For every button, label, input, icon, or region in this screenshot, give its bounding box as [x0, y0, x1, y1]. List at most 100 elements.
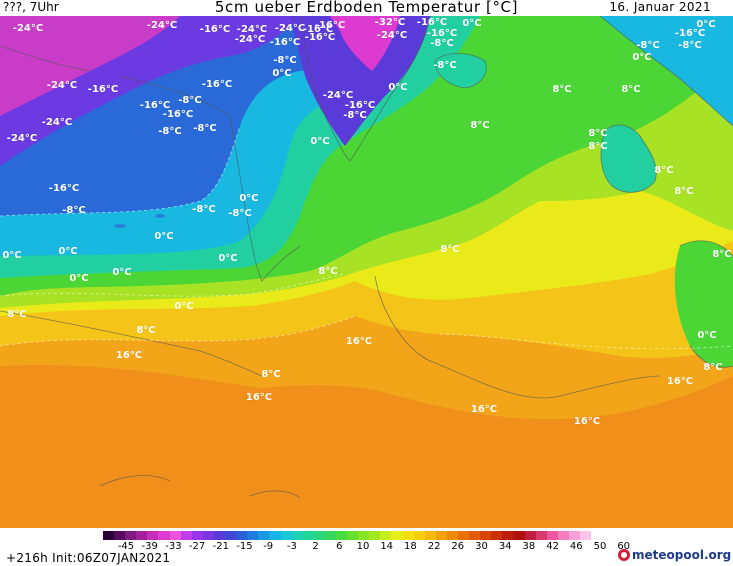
color-scale-tick-label: 26 — [451, 541, 465, 552]
color-scale-swatch — [591, 531, 603, 540]
color-scale-swatch — [158, 531, 170, 540]
temp-label: 0°C — [69, 273, 89, 284]
temp-label: 8°C — [7, 309, 27, 320]
temp-label: 16°C — [345, 336, 373, 347]
color-scale-bar — [103, 531, 603, 540]
temp-label: -16°C — [304, 32, 336, 43]
temp-label: 8°C — [552, 84, 572, 95]
temp-label: 0°C — [58, 246, 78, 257]
temp-label: 8°C — [621, 84, 641, 95]
color-scale-swatch — [435, 531, 447, 540]
temp-label: 8°C — [261, 369, 281, 380]
temp-label: 0°C — [632, 52, 652, 63]
temp-label: -24°C — [234, 34, 266, 45]
temp-label: -24°C — [12, 23, 44, 34]
temp-label: 16°C — [666, 376, 694, 387]
temp-label: -16°C — [674, 28, 706, 39]
color-scale-tick-label: -45 — [117, 541, 135, 552]
temp-label: -16°C — [48, 183, 80, 194]
temp-label: -16°C — [199, 24, 231, 35]
temp-label: 8°C — [588, 128, 608, 139]
color-scale-tick-label: -39 — [141, 541, 158, 552]
temp-label: -16°C — [87, 84, 119, 95]
color-scale-swatch — [491, 531, 503, 540]
color-scale-swatch — [169, 531, 181, 540]
temp-label: 16°C — [573, 416, 601, 427]
temp-label: -16°C — [162, 109, 194, 120]
temp-label: -24°C — [46, 80, 78, 91]
temp-label: -24°C — [6, 133, 38, 144]
color-scale-tick-label: 6 — [336, 541, 343, 552]
color-scale-swatch — [480, 531, 492, 540]
temp-label: -24°C — [376, 30, 408, 41]
temp-label: 0°C — [462, 18, 482, 29]
temp-label: 16°C — [470, 404, 498, 415]
color-scale-tick-label: 14 — [380, 541, 394, 552]
color-scale-tick-label: 18 — [404, 541, 417, 552]
color-scale-tick-label: -9 — [263, 541, 274, 552]
temp-label: 16°C — [245, 392, 273, 403]
color-scale-swatch — [225, 531, 237, 540]
temp-label: -16°C — [269, 37, 301, 48]
init-time: +216h Init:06Z07JAN2021 — [6, 551, 171, 565]
temp-label: 0°C — [112, 267, 132, 278]
footer: -45 -39 -33 -27 -21 -15 -9 -3 2 6 10 14 18 22 26 30 34 38… — [0, 528, 733, 566]
temp-label: 0°C — [174, 301, 194, 312]
temp-label: 0°C — [272, 68, 292, 79]
color-scale-swatch — [458, 531, 470, 540]
color-scale-swatch — [313, 531, 325, 540]
temp-label: 0°C — [310, 136, 330, 147]
map-title: 5cm ueber Erdboden Temperatur [°C] — [214, 0, 519, 16]
color-scale-swatch — [391, 531, 403, 540]
color-scale-swatch — [524, 531, 536, 540]
temperature-map: -24°C -16°C -24°C -24°C -16°C -16°C -16°… — [0, 16, 733, 528]
color-scale-tick-label: 60 — [617, 541, 631, 552]
color-scale-swatch — [413, 531, 425, 540]
color-scale-tick-label: 10 — [356, 541, 370, 552]
color-scale-swatch — [258, 531, 270, 540]
color-scale-swatch — [324, 531, 336, 540]
temp-label: 0°C — [696, 19, 716, 30]
color-scale-tick-label: 30 — [475, 541, 488, 552]
temp-label: -8°C — [192, 204, 216, 215]
temp-label: -16°C — [314, 20, 346, 31]
color-scale-swatch — [302, 531, 314, 540]
temp-label: 8°C — [674, 186, 694, 197]
color-scale-swatch — [358, 531, 370, 540]
color-scale-tick-label: -15 — [236, 541, 253, 552]
color-scale-swatch — [125, 531, 137, 540]
color-scale-swatch — [291, 531, 303, 540]
meteopool-logo[interactable]: meteopool.org — [618, 548, 731, 562]
temp-label: -16°C — [139, 100, 171, 111]
color-scale-tick-label: 2 — [312, 541, 319, 552]
temp-label: 8°C — [318, 266, 338, 277]
temp-label: -24°C — [274, 23, 306, 34]
color-scale-tick-label: -21 — [212, 541, 229, 552]
temp-label: 0°C — [697, 330, 717, 341]
color-scale-tick-label: -33 — [165, 541, 182, 552]
temp-label: 0°C — [2, 250, 22, 261]
color-scale-swatch — [380, 531, 392, 540]
color-scale-swatch — [557, 531, 569, 540]
temp-label: 0°C — [239, 193, 259, 204]
color-scale-tick-label: 50 — [593, 541, 607, 552]
color-scale-swatch — [191, 531, 203, 540]
color-scale-swatch — [202, 531, 214, 540]
temp-label: 0°C — [218, 253, 238, 264]
temp-label: 8°C — [136, 325, 156, 336]
color-scale-swatch — [180, 531, 192, 540]
temp-label: -24°C — [146, 20, 178, 31]
color-scale-swatch — [446, 531, 458, 540]
color-scale-tick-label: 34 — [498, 541, 512, 552]
temp-label: -16°C — [201, 79, 233, 90]
temp-label: -16°C — [426, 28, 458, 39]
logo-icon — [618, 549, 630, 561]
temp-label: 8°C — [440, 244, 460, 255]
temp-label: -24°C — [236, 24, 268, 35]
color-scale-swatch — [269, 531, 281, 540]
temp-label: -8°C — [193, 123, 217, 134]
temp-label: 16°C — [115, 350, 143, 361]
color-scale-swatch — [335, 531, 348, 540]
color-scale-tick-label: -3 — [286, 541, 297, 552]
color-scale-swatch — [103, 531, 115, 540]
